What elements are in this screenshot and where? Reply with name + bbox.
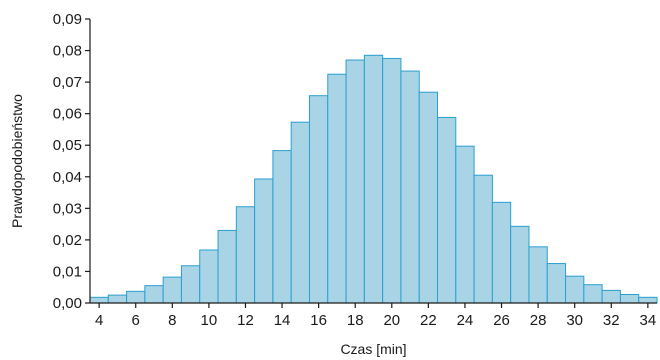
bar (382, 57, 402, 304)
x-tick-label: 24 (457, 312, 474, 329)
bar (363, 54, 384, 304)
bar (126, 290, 146, 304)
x-tick-label: 4 (95, 312, 103, 329)
bar (308, 95, 329, 304)
bar (290, 121, 310, 304)
x-tick-label: 12 (237, 312, 254, 329)
x-axis-label: Czas [min] (340, 341, 406, 357)
bar (528, 246, 548, 304)
bar (400, 70, 420, 304)
x-tick-label: 32 (603, 312, 620, 329)
bar (162, 276, 182, 304)
x-tick-label: 8 (168, 312, 176, 329)
bar (217, 229, 237, 304)
bar (565, 275, 585, 304)
x-axis-ticks: 4 6 8 10 12 14 16 18 20 22 24 26 28 30 32 34 (95, 303, 656, 329)
bar (418, 91, 439, 304)
y-tick-label: 0,09 (53, 11, 82, 28)
bar (546, 263, 567, 304)
y-tick-label: 0,05 (53, 137, 82, 154)
y-tick-label: 0,04 (53, 169, 82, 186)
x-tick-label: 16 (310, 312, 327, 329)
x-tick-label: 28 (530, 312, 547, 329)
bar (180, 265, 201, 304)
x-tick-label: 6 (132, 312, 140, 329)
bar (601, 289, 621, 304)
axes (89, 19, 657, 304)
bar (510, 225, 530, 304)
bar (144, 285, 164, 304)
bar (107, 294, 128, 304)
x-tick-label: 10 (201, 312, 218, 329)
x-tick-label: 14 (274, 312, 291, 329)
bar (619, 293, 640, 304)
bar (272, 150, 292, 304)
bar (254, 178, 274, 304)
y-axis-ticks: 0,00 0,01 0,02 0,03 0,04 0,05 0,06 0,07 0,08 0,09 (53, 11, 90, 312)
y-tick-label: 0,02 (53, 232, 82, 249)
y-tick-label: 0,06 (53, 106, 82, 123)
bar (473, 174, 493, 304)
bar (235, 206, 256, 304)
x-tick-label: 34 (640, 312, 657, 329)
y-tick-label: 0,01 (53, 263, 82, 280)
bar (327, 73, 347, 304)
bar (638, 296, 658, 304)
bar (583, 284, 603, 304)
y-tick-label: 0,07 (53, 74, 82, 91)
y-tick-label: 0,03 (53, 200, 82, 217)
x-tick-label: 18 (347, 312, 364, 329)
y-axis-label: Prawdopodobieństwo (9, 94, 25, 228)
bar (89, 296, 109, 304)
y-tick-label: 0,00 (53, 295, 82, 312)
y-tick-label: 0,08 (53, 43, 82, 60)
x-tick-label: 30 (566, 312, 583, 329)
x-tick-label: 22 (420, 312, 437, 329)
bar (437, 116, 457, 304)
x-tick-label: 20 (383, 312, 400, 329)
bar (345, 59, 365, 304)
x-tick-label: 26 (493, 312, 510, 329)
bar (455, 145, 475, 304)
bar (491, 201, 512, 304)
bars (89, 54, 658, 304)
bar (199, 249, 219, 304)
